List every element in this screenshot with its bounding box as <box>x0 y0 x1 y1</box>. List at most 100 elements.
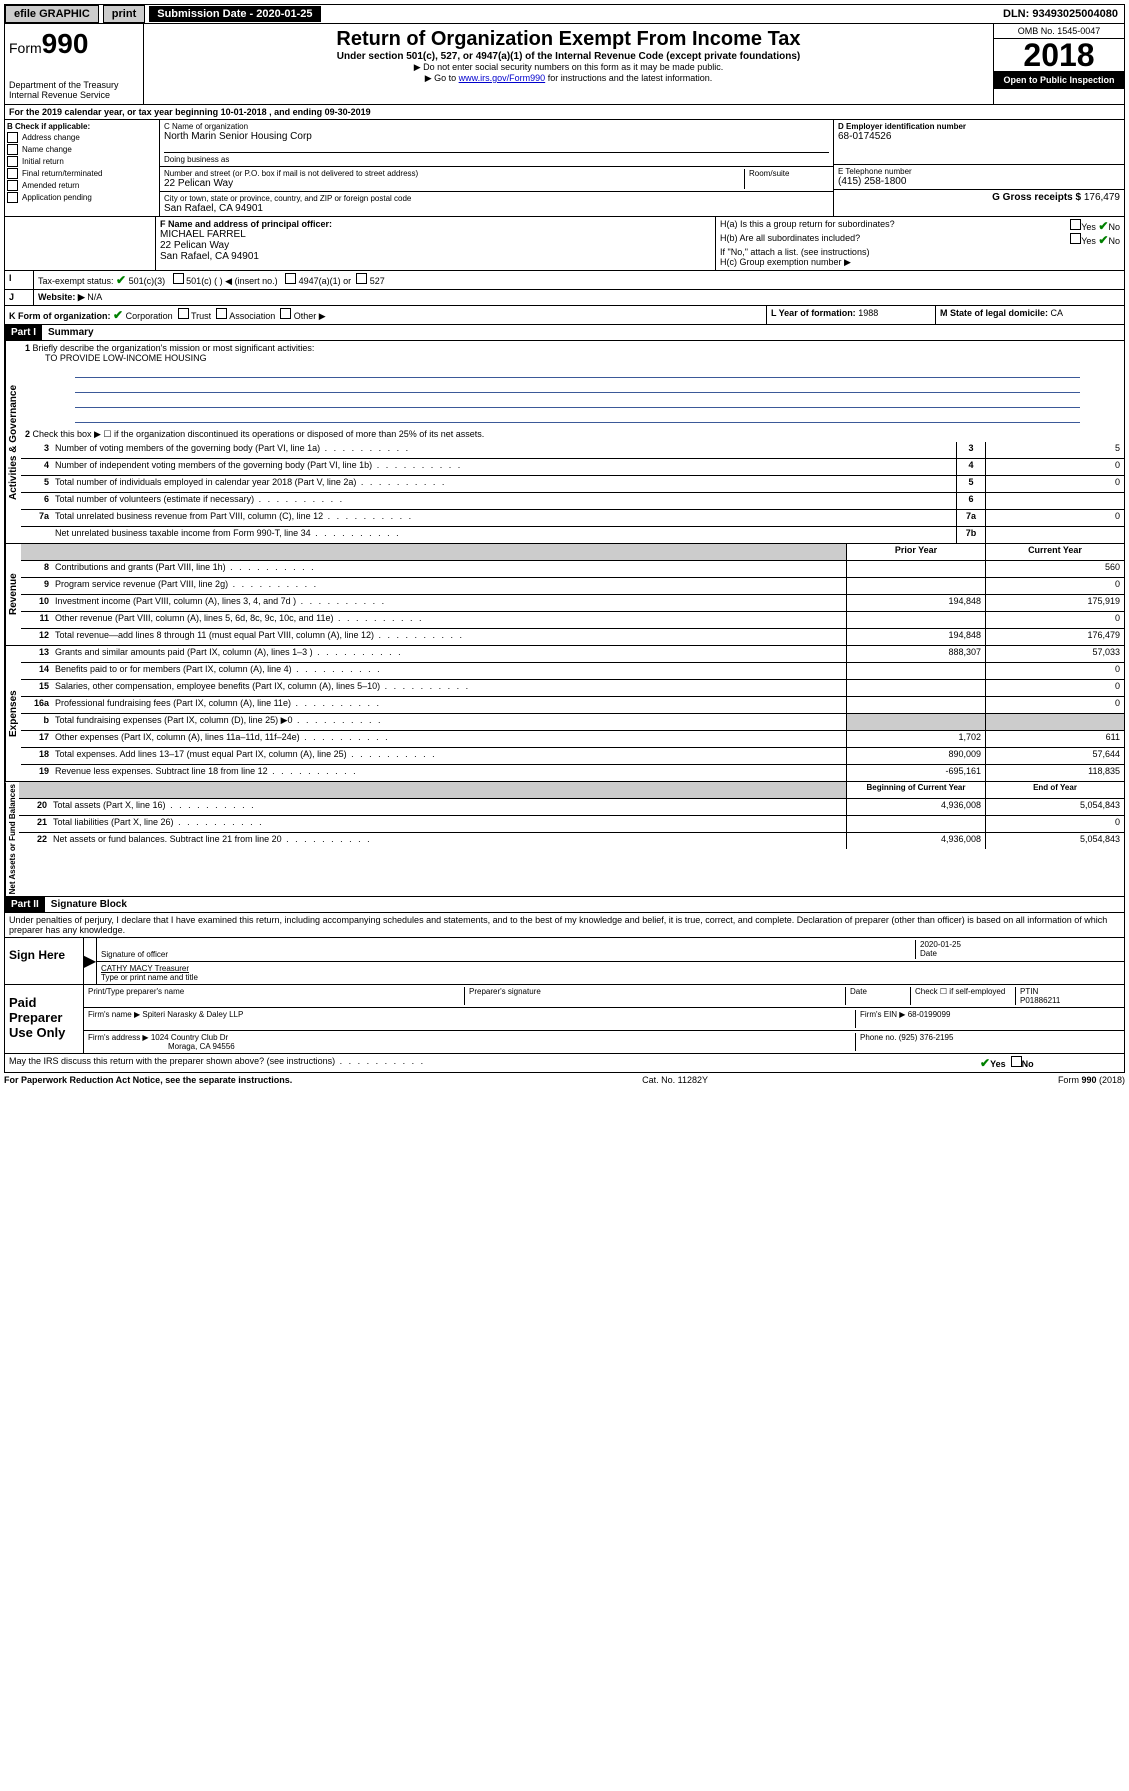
data-line: 10Investment income (Part VIII, column (… <box>21 595 1124 612</box>
opt-name: Name change <box>22 145 72 154</box>
ha-yes-box[interactable] <box>1070 219 1081 230</box>
firm-ein-label: Firm's EIN ▶ <box>860 1010 905 1019</box>
current-year-header: Current Year <box>985 544 1124 560</box>
gov-line: 5Total number of individuals employed in… <box>21 476 1124 493</box>
discuss-yes-icon: ✔ <box>980 1056 990 1070</box>
data-line: 18Total expenses. Add lines 13–17 (must … <box>21 748 1124 765</box>
note2-post: for instructions and the latest informat… <box>548 73 713 83</box>
discuss-yes: Yes <box>990 1059 1006 1069</box>
form-org-label: K Form of organization: <box>9 311 111 321</box>
part2-badge: Part II <box>5 897 45 912</box>
sig-date: 2020-01-25 <box>920 940 1120 949</box>
form-note-2: ▶ Go to www.irs.gov/Form990 for instruct… <box>148 73 989 84</box>
irs-link[interactable]: www.irs.gov/Form990 <box>459 73 546 83</box>
col-header-row: Prior Year Current Year <box>21 544 1124 561</box>
opt-trust: Trust <box>191 311 211 321</box>
org-name-label: C Name of organization <box>164 122 829 131</box>
gross-amount: 176,479 <box>1084 192 1120 203</box>
line-j: J Website: ▶ N/A <box>4 290 1125 306</box>
gross-label: G Gross receipts $ <box>992 192 1081 203</box>
submission-date: Submission Date - 2020-01-25 <box>149 6 320 22</box>
gov-line: 6Total number of volunteers (estimate if… <box>21 493 1124 510</box>
website-value: N/A <box>87 292 102 302</box>
check-501c3-icon: ✔ <box>116 273 126 287</box>
paid-preparer-label: Paid Preparer Use Only <box>5 985 84 1053</box>
opt-501c3: 501(c)(3) <box>129 276 166 286</box>
data-line: 12Total revenue—add lines 8 through 11 (… <box>21 629 1124 645</box>
sig-officer-label: Signature of officer <box>101 950 168 959</box>
netassets-tab: Net Assets or Fund Balances <box>5 782 19 896</box>
governance-tab: Activities & Governance <box>5 341 21 543</box>
hb-yes-box[interactable] <box>1070 233 1081 244</box>
print-button[interactable]: print <box>103 5 145 23</box>
efile-button[interactable]: efile GRAPHIC <box>5 5 99 23</box>
section-f: F Name and address of principal officer:… <box>156 217 715 270</box>
preparer-sig-label: Preparer's signature <box>465 987 846 1005</box>
phone-value: (415) 258-1800 <box>838 176 1120 187</box>
ha-yes: Yes <box>1081 222 1096 232</box>
data-line: 11Other revenue (Part VIII, column (A), … <box>21 612 1124 629</box>
open-public: Open to Public Inspection <box>994 71 1124 89</box>
checkbox-4947[interactable] <box>285 273 296 284</box>
discuss-no-box[interactable] <box>1011 1056 1022 1067</box>
dept-treasury: Department of the Treasury <box>9 80 139 90</box>
checkbox-name[interactable] <box>7 144 18 155</box>
checkbox-trust[interactable] <box>178 308 189 319</box>
firm-addr-label: Firm's address ▶ <box>88 1033 149 1042</box>
ein-value: 68-0174526 <box>838 131 1120 142</box>
city-state-zip: San Rafael, CA 94901 <box>164 203 829 214</box>
sign-here-label: Sign Here <box>5 938 84 984</box>
checkbox-527[interactable] <box>356 273 367 284</box>
checkbox-assoc[interactable] <box>216 308 227 319</box>
checkbox-initial[interactable] <box>7 156 18 167</box>
expenses-tab: Expenses <box>5 646 21 781</box>
fh-block: F Name and address of principal officer:… <box>4 217 1125 271</box>
begin-year-header: Beginning of Current Year <box>846 782 985 798</box>
checkbox-final[interactable] <box>7 168 18 179</box>
entity-block: B Check if applicable: Address change Na… <box>4 120 1125 217</box>
year-formation: 1988 <box>858 308 878 318</box>
revenue-section: Revenue Prior Year Current Year 8Contrib… <box>4 544 1125 646</box>
officer-typed-name: CATHY MACY Treasurer <box>101 964 198 973</box>
line-a: For the 2019 calendar year, or tax year … <box>4 105 1125 120</box>
form-990: 990 <box>42 28 89 59</box>
data-line: 9Program service revenue (Part VIII, lin… <box>21 578 1124 595</box>
checkbox-amended[interactable] <box>7 180 18 191</box>
tax-status-label: Tax-exempt status: <box>38 276 114 286</box>
form-header: Form990 Department of the Treasury Inter… <box>4 24 1125 105</box>
data-line: 16aProfessional fundraising fees (Part I… <box>21 697 1124 714</box>
data-line: 20Total assets (Part X, line 16)4,936,00… <box>19 799 1124 816</box>
gov-line: 3Number of voting members of the governi… <box>21 442 1124 459</box>
q1-label: Briefly describe the organization's miss… <box>33 343 315 353</box>
form-title: Return of Organization Exempt From Incom… <box>148 28 989 51</box>
q2-label: Check this box ▶ ☐ if the organization d… <box>33 429 485 439</box>
hb-note: If "No," attach a list. (see instruction… <box>720 247 1120 257</box>
form-note-1: ▶ Do not enter social security numbers o… <box>148 62 989 73</box>
footer-mid: Cat. No. 11282Y <box>642 1075 708 1085</box>
part1-header: Part I Summary <box>4 325 1125 341</box>
checkbox-other[interactable] <box>280 308 291 319</box>
checkbox-pending[interactable] <box>7 192 18 203</box>
opt-corp: Corporation <box>126 311 173 321</box>
opt-527: 527 <box>370 276 385 286</box>
section-de: D Employer identification number 68-0174… <box>833 120 1124 216</box>
data-line: bTotal fundraising expenses (Part IX, co… <box>21 714 1124 731</box>
underline-2 <box>75 380 1080 393</box>
gov-line: Net unrelated business taxable income fr… <box>21 527 1124 543</box>
firm-addr2: Moraga, CA 94556 <box>88 1042 235 1051</box>
sign-here-block: Sign Here ▶ Signature of officer 2020-01… <box>4 938 1125 985</box>
dln: DLN: 93493025004080 <box>1003 8 1124 20</box>
sig-date-label: Date <box>920 949 937 958</box>
addr-label: Number and street (or P.O. box if mail i… <box>164 169 744 178</box>
form-subtitle: Under section 501(c), 527, or 4947(a)(1)… <box>148 51 989 62</box>
part2-title: Signature Block <box>45 899 127 910</box>
phone-label: E Telephone number <box>838 167 1120 176</box>
line-i: I Tax-exempt status: ✔ 501(c)(3) 501(c) … <box>4 271 1125 290</box>
section-c: C Name of organization North Marin Senio… <box>160 120 833 216</box>
opt-address: Address change <box>22 133 80 142</box>
check-icon-2: ✔ <box>1098 233 1108 247</box>
data-line: 22Net assets or fund balances. Subtract … <box>19 833 1124 849</box>
note2-pre: ▶ Go to <box>425 73 459 83</box>
checkbox-address[interactable] <box>7 132 18 143</box>
checkbox-501c[interactable] <box>173 273 184 284</box>
